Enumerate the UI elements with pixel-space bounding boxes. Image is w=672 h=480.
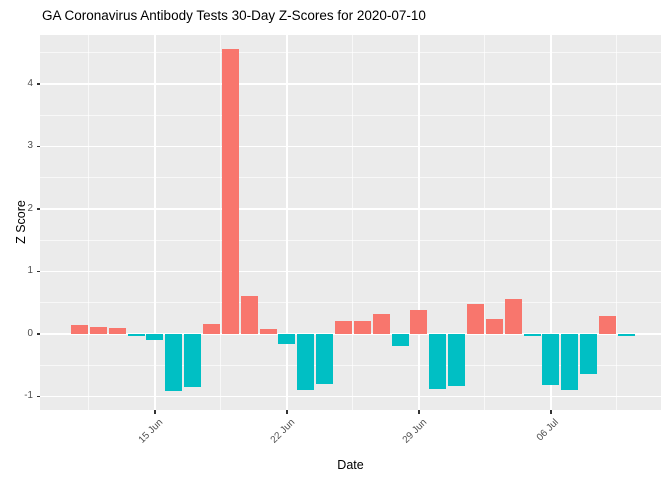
gridline-minor-h	[40, 239, 661, 241]
bar-2020-06-24	[316, 333, 334, 385]
gridline-minor-v	[616, 35, 618, 410]
gridline-major-h	[40, 208, 661, 210]
gridline-major-h	[40, 270, 661, 272]
y-tick-label: 2	[27, 202, 33, 214]
bar-2020-07-08	[580, 333, 598, 374]
bar-2020-06-29	[410, 310, 428, 334]
x-tick-mark	[154, 410, 156, 414]
gridline-minor-h	[40, 52, 661, 53]
gridline-minor-h	[40, 177, 661, 178]
chart-title: GA Coronavirus Antibody Tests 30-Day Z-S…	[42, 8, 426, 23]
bar-2020-07-01	[448, 333, 466, 386]
bar-2020-06-27	[372, 314, 390, 334]
gridline-minor-h	[40, 114, 661, 116]
bar-2020-07-07	[561, 333, 579, 390]
gridline-major-v	[154, 35, 156, 410]
x-tick-mark	[550, 410, 552, 414]
bar-2020-06-22	[278, 333, 296, 345]
x-tick-label-text: 29 Jun	[400, 417, 429, 446]
gridline-minor-v	[352, 35, 354, 410]
gridline-minor-h	[40, 364, 661, 366]
bar-2020-06-30	[429, 333, 447, 390]
gridline-minor-v	[220, 35, 222, 410]
bar-2020-06-26	[353, 321, 371, 334]
gridline-major-h	[40, 83, 661, 85]
gridline-minor-h	[40, 302, 661, 303]
bar-2020-07-05	[523, 333, 541, 337]
y-tick-label: 4	[27, 77, 33, 89]
bar-2020-06-23	[297, 333, 315, 390]
x-axis-title: Date	[337, 458, 364, 472]
gridline-major-v	[286, 35, 288, 410]
x-tick-label-text: 15 Jun	[136, 417, 165, 446]
plot-panel	[40, 35, 661, 410]
bar-2020-07-09	[599, 316, 617, 334]
bar-2020-06-19	[221, 48, 239, 334]
x-tick-label-text: 22 Jun	[268, 417, 297, 446]
y-axis-title: Z Score	[14, 199, 28, 244]
y-tick-mark	[36, 333, 40, 335]
y-tick-mark	[36, 208, 40, 210]
y-tick-mark	[36, 395, 40, 397]
gridline-major-v	[550, 35, 552, 410]
y-tick-mark	[36, 145, 40, 147]
bar-2020-07-04	[504, 299, 522, 334]
x-tick-label-text: 06 Jul	[534, 417, 561, 444]
bar-2020-06-14	[127, 333, 145, 337]
gridline-major-h	[40, 395, 661, 397]
bar-2020-06-17	[184, 333, 202, 387]
x-tick-mark	[286, 410, 288, 414]
bar-2020-07-03	[485, 319, 503, 334]
x-tick-mark	[418, 410, 420, 414]
y-tick-label: -1	[24, 390, 33, 402]
bar-2020-06-20	[240, 296, 258, 334]
gridline-minor-v	[484, 35, 486, 410]
bar-2020-06-13	[108, 327, 126, 334]
bar-2020-07-02	[467, 304, 485, 334]
gridline-major-h	[40, 145, 661, 147]
bar-2020-07-10	[617, 333, 635, 336]
bar-2020-06-15	[146, 333, 164, 340]
y-tick-mark	[36, 270, 40, 272]
bar-2020-06-11	[71, 325, 89, 334]
gridline-major-h	[40, 333, 661, 335]
y-tick-label: 0	[27, 327, 33, 339]
bar-2020-06-25	[335, 320, 353, 334]
bar-2020-06-12	[89, 326, 107, 334]
bar-2020-06-16	[165, 333, 183, 392]
y-tick-mark	[36, 83, 40, 85]
gridline-minor-v	[88, 35, 90, 410]
bar-2020-06-21	[259, 328, 277, 334]
bar-2020-06-28	[391, 333, 409, 347]
bar-2020-06-18	[203, 323, 221, 334]
bar-2020-07-06	[542, 333, 560, 385]
y-tick-label: 3	[27, 140, 33, 152]
gridline-major-v	[418, 35, 420, 410]
y-tick-label: 1	[27, 265, 33, 277]
